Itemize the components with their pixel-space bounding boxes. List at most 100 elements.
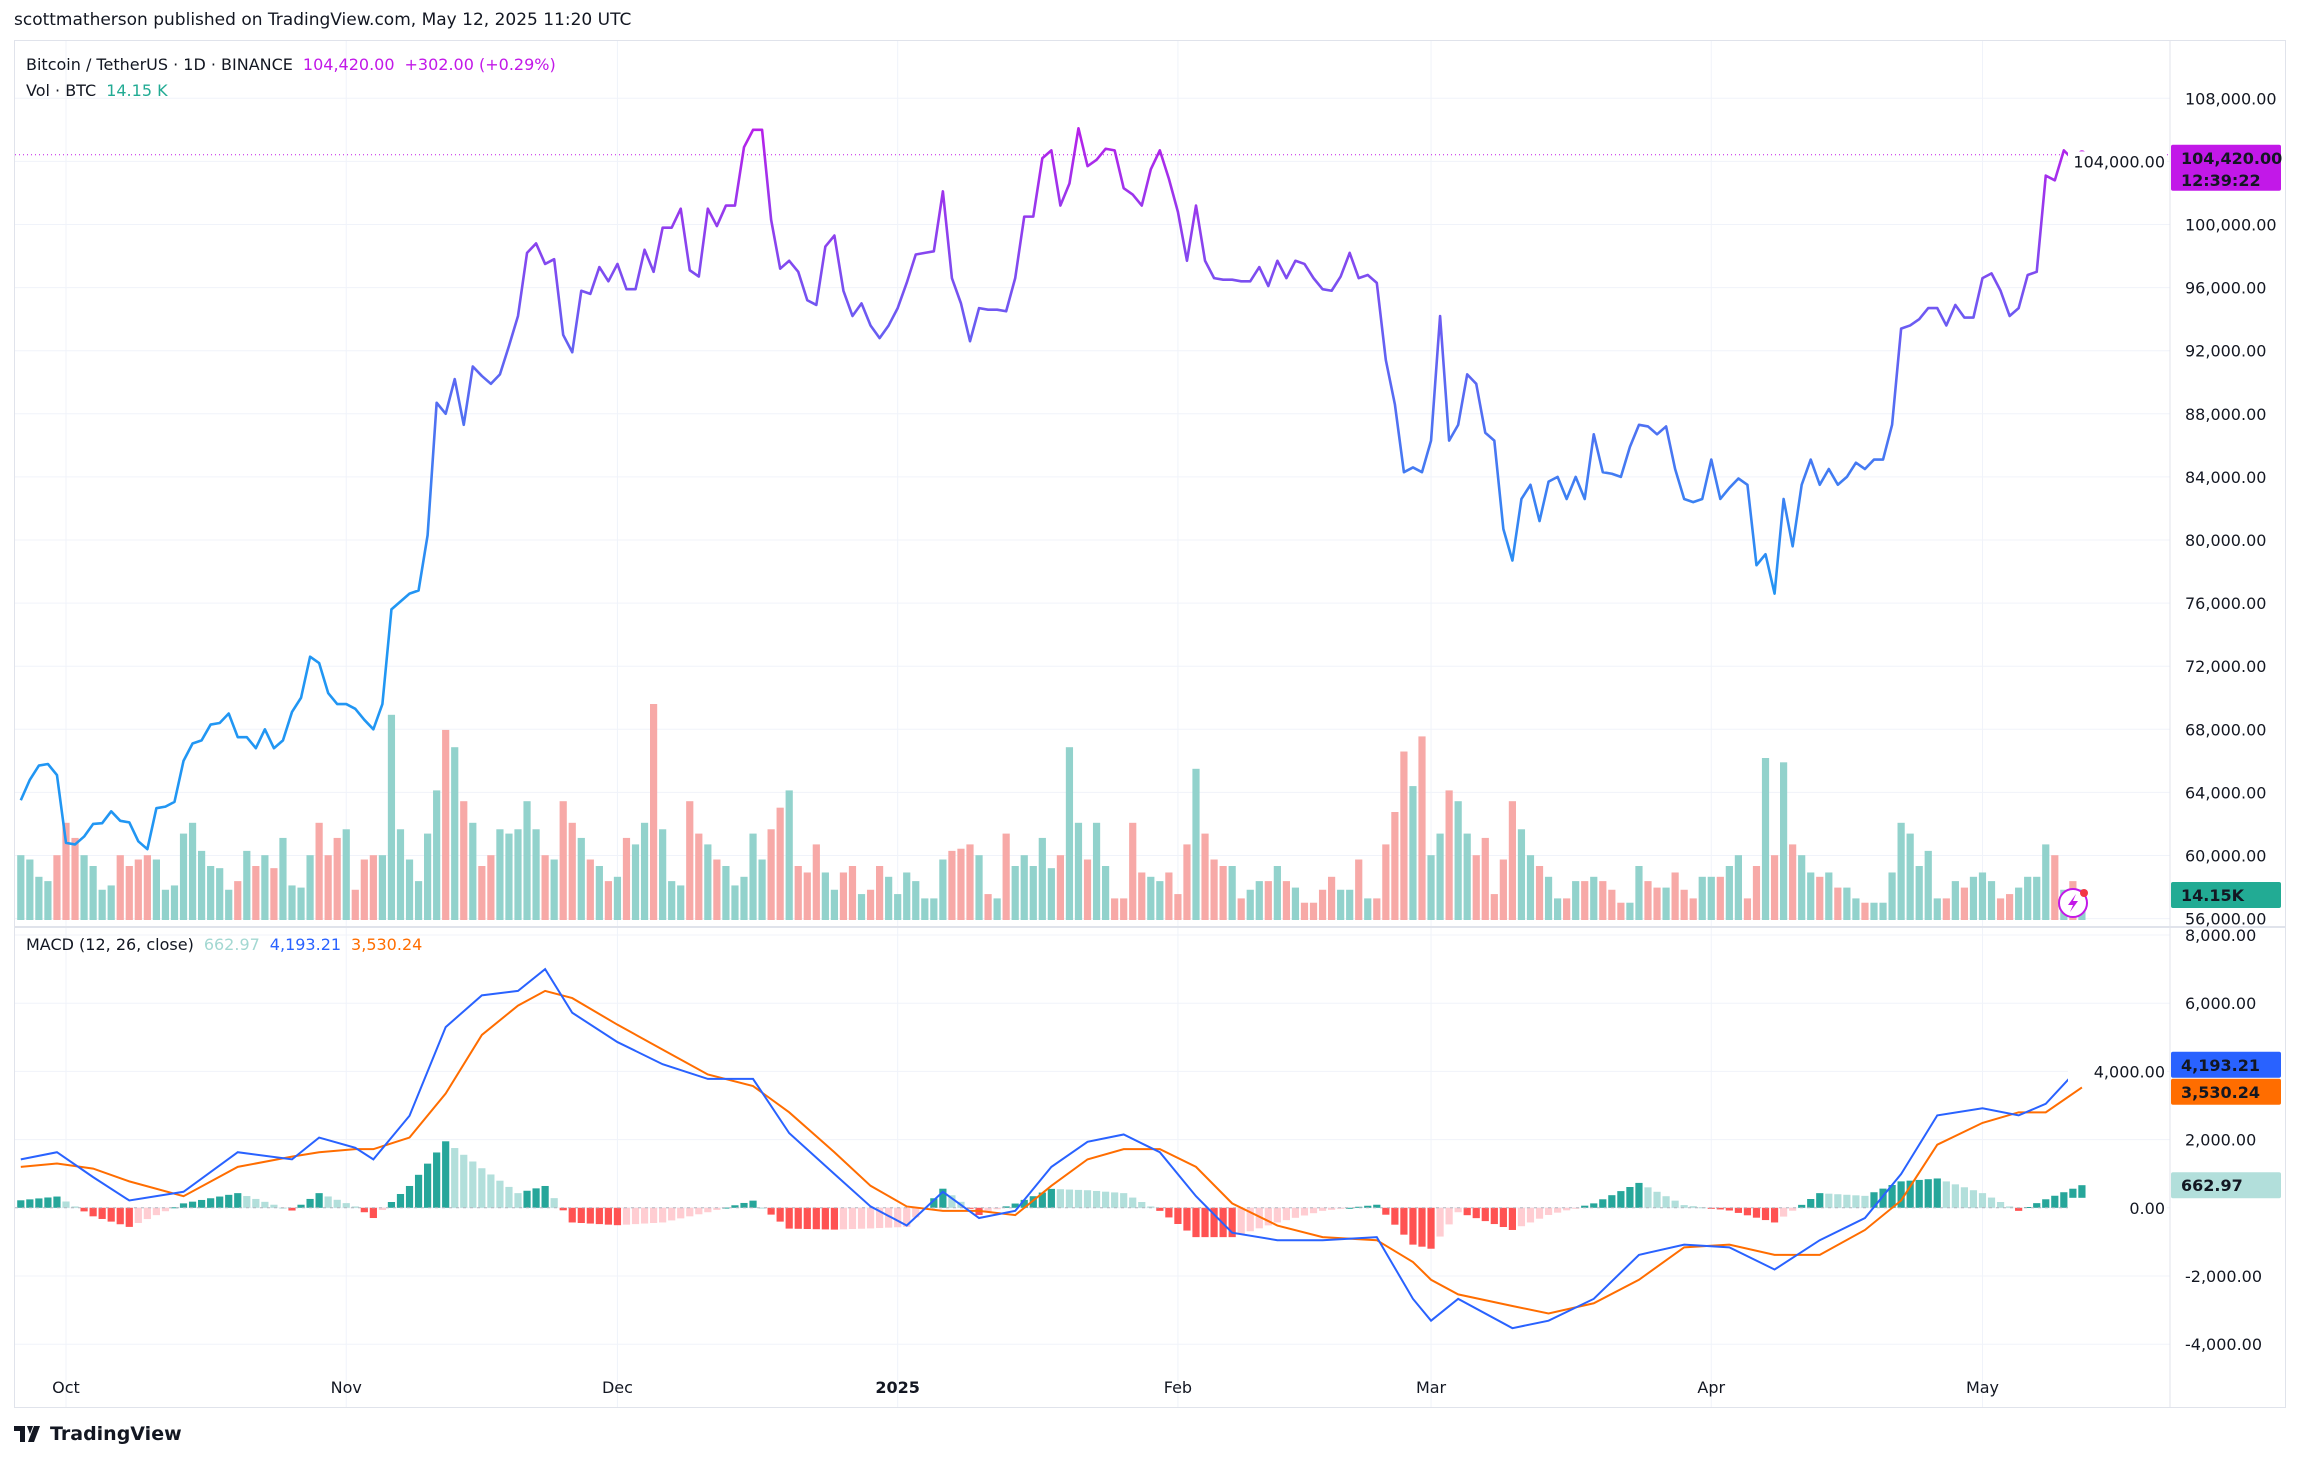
histogram-bar (1445, 1207, 1453, 1225)
histogram-bar (1282, 1207, 1290, 1221)
volume-bar (1563, 898, 1571, 920)
volume-bar (975, 855, 983, 920)
macd-axis-label: 6,000.00 (2185, 994, 2256, 1013)
volume-bar (161, 889, 170, 920)
signal-line (20, 989, 2083, 1315)
histogram-bar (433, 1152, 441, 1208)
volume-bar (1020, 855, 1028, 920)
histogram-bar (776, 1207, 784, 1222)
histogram-bar (894, 1207, 902, 1228)
axes: Oct Nov Dec 2025 Feb Mar Apr May 108,000.00 104,0… (52, 89, 2276, 1397)
volume-bar (1725, 866, 1733, 920)
histogram-bar (2060, 1192, 2068, 1208)
histogram-bar (722, 1207, 730, 1209)
volume-bar (478, 866, 486, 920)
volume-bar (460, 801, 468, 920)
volume-bar (749, 833, 757, 920)
histogram-bar (252, 1198, 260, 1208)
volume-bar (98, 889, 106, 920)
macd-value: 4,193.21 (269, 935, 342, 954)
histogram-bar (1852, 1195, 1860, 1208)
time-axis-label: Nov (331, 1378, 362, 1397)
volume-bar (984, 894, 992, 920)
histogram-bar (1472, 1207, 1480, 1219)
volume-bar (1255, 881, 1263, 920)
volume-bar (930, 898, 938, 920)
volume-row[interactable]: Vol · BTC 14.15 K (26, 78, 556, 104)
histogram-bar (234, 1193, 242, 1208)
volume-bar (1608, 889, 1616, 920)
histogram-bar (442, 1141, 450, 1208)
histogram-bar (1210, 1207, 1218, 1238)
histogram-bar (207, 1198, 215, 1208)
volume-bar (785, 790, 793, 920)
lightning-icon[interactable] (2058, 888, 2088, 918)
price-axis-label: 60,000.00 (2185, 847, 2266, 866)
price-axis-label-backing (2068, 151, 2167, 172)
histogram-bar (98, 1207, 106, 1219)
volume-bar (288, 885, 296, 920)
histogram-bar (1364, 1205, 1372, 1208)
volume-bar (198, 850, 206, 920)
histogram-bar (541, 1185, 549, 1208)
histogram-bar (1825, 1193, 1833, 1208)
histogram-bar (1969, 1190, 1978, 1208)
macd-axis-label: -2,000.00 (2185, 1267, 2262, 1286)
volume-bar (640, 822, 649, 920)
volume-bar (252, 866, 260, 920)
volume-bar (1065, 747, 1074, 920)
histogram-bar (785, 1207, 793, 1229)
histogram-bar (333, 1199, 341, 1208)
histogram-bar (758, 1207, 766, 1209)
symbol-row[interactable]: Bitcoin / TetherUS · 1D · BINANCE 104,420… (26, 52, 556, 78)
histogram-bar (1770, 1207, 1779, 1223)
volume-bar (1138, 872, 1146, 920)
volume-bar (1427, 855, 1435, 920)
histogram-bar (1011, 1203, 1019, 1208)
volume-bar (704, 844, 712, 920)
histogram-bar (414, 1174, 423, 1208)
macd-legend[interactable]: MACD (12, 26, close) 662.97 4,193.21 3,530.… (26, 935, 422, 954)
volume-bar (1165, 872, 1173, 920)
volume-bar (188, 822, 197, 920)
histogram-bar (577, 1207, 585, 1224)
volume-bar (631, 844, 640, 920)
volume-bar (207, 866, 215, 920)
volume-bar (1192, 768, 1200, 920)
volume-bar (1572, 881, 1580, 920)
histogram-bar (306, 1198, 314, 1208)
macd-lines (20, 967, 2083, 1330)
histogram-bar (1644, 1187, 1652, 1208)
volume-bar (1698, 876, 1706, 920)
histogram-bar (53, 1196, 61, 1208)
histogram-bar (62, 1201, 70, 1208)
histogram-bar (1544, 1207, 1553, 1215)
histogram-bar (188, 1201, 197, 1208)
volume-bar (1969, 876, 1978, 920)
tradingview-logo[interactable]: TradingView (14, 1423, 182, 1445)
histogram-bar (107, 1207, 115, 1222)
histogram-bar (216, 1196, 224, 1208)
histogram-bar (613, 1207, 622, 1226)
volume-bar (53, 855, 61, 920)
volume-bar (80, 855, 88, 920)
volume-bar (1309, 902, 1318, 920)
histogram-bar (1680, 1205, 1688, 1208)
volume-bar (451, 747, 459, 920)
histogram-bar (324, 1196, 332, 1208)
price-axis-label: 68,000.00 (2185, 720, 2266, 739)
histogram-bar (1725, 1207, 1733, 1211)
histogram-bar (2006, 1206, 2014, 1208)
histogram-bar (35, 1198, 43, 1208)
volume-bar (1029, 866, 1037, 920)
volume-bar (686, 801, 694, 920)
volume-bar (1246, 889, 1254, 920)
histogram-bar (1318, 1207, 1327, 1211)
volume-bar (1933, 898, 1941, 920)
volume-bar (1219, 866, 1227, 920)
histogram-bar (80, 1207, 88, 1212)
volume-bar (369, 855, 377, 920)
histogram-bar (71, 1206, 79, 1208)
chart-frame (14, 40, 2286, 1408)
